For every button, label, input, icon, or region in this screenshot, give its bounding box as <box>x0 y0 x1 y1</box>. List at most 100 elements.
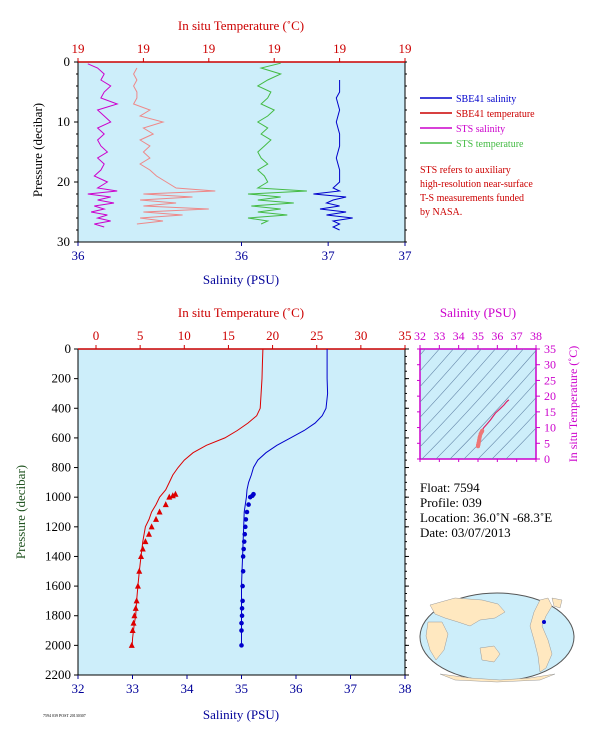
float-id: Float: 7594 <box>420 480 480 495</box>
main-temp-tick-label: 30 <box>354 328 367 343</box>
map-land-greenland <box>551 597 563 609</box>
top-sal-tick-label: 36 <box>235 248 249 263</box>
temperature-marker <box>139 545 146 552</box>
map-land-americas <box>529 597 553 673</box>
ts-x-tick-label: 35 <box>472 329 484 343</box>
main-temp-tick-label: 0 <box>93 328 100 343</box>
main-temp-tick-label: 5 <box>137 328 144 343</box>
ts-isopycnal <box>435 350 536 459</box>
temperature-marker <box>129 627 136 634</box>
ts-y-tick-label: 5 <box>544 436 550 450</box>
note-line-0: STS refers to auxiliary <box>420 165 511 176</box>
temperature-marker <box>130 619 137 626</box>
top-temp-tick-label: 19 <box>399 41 412 56</box>
salinity-marker <box>243 524 248 530</box>
top-panel: 19 19 19 19 19 19 36 36 37 37 0 10 20 30 In situ Temp… <box>30 18 412 287</box>
main-ylabel: Pressure (decibar) <box>13 465 28 559</box>
salinity-marker <box>241 546 246 552</box>
top-plot-area <box>77 61 406 243</box>
salinity-marker <box>239 643 244 648</box>
ts-ylabel: In situ Temperature (˚C) <box>566 346 580 463</box>
temperature-marker <box>134 582 141 589</box>
top-series-line-4 <box>132 67 216 225</box>
note-line-2: T-S measurements funded <box>420 193 524 204</box>
note-line-1: high-resolution near-surface <box>420 179 533 190</box>
legend-label-2: STS salinity <box>456 124 505 135</box>
salinity-marker <box>239 606 245 611</box>
salinity-marker <box>239 620 244 626</box>
sts-note: STS refers to auxiliary high-resolution n… <box>420 165 533 218</box>
ts-profile-marker <box>476 444 480 449</box>
ts-y-tick-label: 20 <box>544 389 556 403</box>
top-ylabel: Pressure (decibar) <box>30 103 45 197</box>
temperature-marker <box>128 641 135 648</box>
salinity-marker <box>247 494 253 500</box>
main-y-tick-label: 0 <box>65 341 72 356</box>
temperature-marker <box>148 523 155 530</box>
top-xlabel-bottom: Salinity (PSU) <box>203 272 279 287</box>
salinity-marker <box>242 531 248 537</box>
ts-y-tick-label: 0 <box>544 452 550 466</box>
main-y-tick-label: 1200 <box>45 519 71 534</box>
main-y-tick-label: 600 <box>52 430 72 445</box>
temperature-marker <box>153 515 160 522</box>
top-y-tick-label: 10 <box>57 114 70 129</box>
temperature-marker <box>138 552 145 559</box>
salinity-marker <box>239 628 244 633</box>
temperature-marker <box>145 530 152 537</box>
map-land-africa <box>425 621 449 661</box>
top-series-line-0 <box>313 80 353 231</box>
temperature-marker <box>132 604 139 611</box>
ts-x-tick-label: 37 <box>511 329 523 343</box>
main-y-tick-label: 1400 <box>45 548 71 563</box>
ts-isopycnal <box>477 397 536 459</box>
salinity-marker <box>241 539 247 544</box>
temperature-marker <box>162 501 169 508</box>
salinity-marker <box>240 598 245 604</box>
salinity-marker <box>240 568 246 574</box>
float-location-marker <box>542 620 546 624</box>
footer-text: 7594 039 POST 20130307 <box>43 713 86 718</box>
main-panel: 0 5 10 15 20 25 30 35 32 33 34 35 36 37 38 0 200 400 600 80… <box>13 305 412 722</box>
legend-label-1: SBE41 temperature <box>456 109 535 120</box>
ts-x-tick-label: 33 <box>433 329 445 343</box>
top-sal-tick-label: 37 <box>322 248 336 263</box>
ts-x-tick-label: 36 <box>491 329 503 343</box>
top-series-line-3 <box>247 62 307 225</box>
top-y-tick-label: 0 <box>64 54 71 69</box>
temperature-marker <box>136 567 143 574</box>
ts-isopycnal <box>420 349 468 403</box>
profile-id: Profile: 039 <box>420 495 482 510</box>
top-temp-tick-label: 19 <box>72 41 85 56</box>
map-land-eurasia <box>429 597 506 627</box>
ts-y-tick-label: 10 <box>544 421 556 435</box>
date: Date: 03/07/2013 <box>420 525 511 540</box>
temperature-marker <box>142 538 149 545</box>
legend-label-3: STS temperature <box>456 139 524 150</box>
ts-y-tick-label: 15 <box>544 405 556 419</box>
main-sal-tick-label: 36 <box>290 681 304 696</box>
main-y-tick-label: 1800 <box>45 608 71 623</box>
salinity-marker <box>246 502 251 507</box>
salinity-marker <box>240 583 245 589</box>
main-sal-tick-label: 35 <box>235 681 248 696</box>
main-xlabel-top: In situ Temperature (˚C) <box>178 305 304 320</box>
top-temp-tick-label: 19 <box>202 41 215 56</box>
ts-isopycnal <box>420 349 440 372</box>
top-sal-tick-label: 36 <box>72 248 86 263</box>
location: Location: 36.0˚N -68.3˚E <box>420 510 552 525</box>
top-temp-tick-label: 19 <box>137 41 150 56</box>
world-map <box>419 592 575 683</box>
main-y-tick-label: 800 <box>52 460 72 475</box>
ts-isopycnal <box>463 381 536 459</box>
ts-x-tick-label: 38 <box>530 329 542 343</box>
main-sal-tick-label: 32 <box>72 681 85 696</box>
ts-isopycnal <box>421 349 524 459</box>
ts-isopycnal <box>420 349 496 433</box>
top-series-line-2 <box>87 63 119 228</box>
temperature-marker <box>169 492 176 499</box>
salinity-marker <box>239 613 245 619</box>
ts-y-tick-label: 25 <box>544 373 556 387</box>
